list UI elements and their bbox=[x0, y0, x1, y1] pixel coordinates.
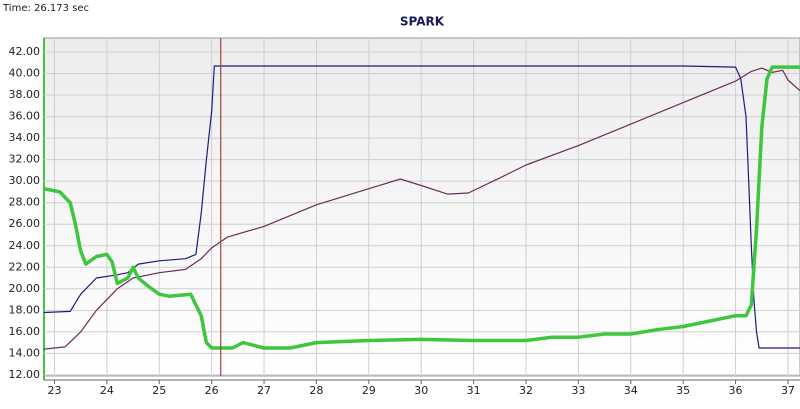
y-tick-label: 30.00 bbox=[9, 174, 41, 187]
x-tick-label: 29 bbox=[362, 384, 376, 397]
x-tick-label: 28 bbox=[309, 384, 323, 397]
series-line bbox=[43, 67, 800, 350]
plot-area bbox=[43, 37, 800, 377]
x-tick-label: 35 bbox=[676, 384, 690, 397]
x-tick-label: 27 bbox=[257, 384, 271, 397]
x-tick-label: 26 bbox=[205, 384, 219, 397]
series-line bbox=[43, 65, 800, 350]
x-tick-label: 36 bbox=[729, 384, 743, 397]
x-tick-label: 31 bbox=[467, 384, 481, 397]
y-tick-label: 34.00 bbox=[9, 131, 41, 144]
x-tick-label: 24 bbox=[100, 384, 114, 397]
y-tick-label: 28.00 bbox=[9, 196, 41, 209]
x-tick-label: 30 bbox=[414, 384, 428, 397]
cursor-time: Time: 26.173 sec bbox=[2, 3, 89, 14]
y-tick-label: 26.00 bbox=[9, 217, 41, 230]
series-line bbox=[43, 65, 800, 349]
y-tick-label: 32.00 bbox=[9, 153, 41, 166]
y-tick-label: 42.00 bbox=[9, 45, 41, 58]
x-tick-label: 34 bbox=[624, 384, 638, 397]
x-tick-label: 33 bbox=[571, 384, 585, 397]
y-tick-label: 16.00 bbox=[9, 325, 41, 338]
y-tick-label: 22.00 bbox=[9, 260, 41, 273]
y-tick-label: 24.00 bbox=[9, 239, 41, 252]
x-tick-label: 32 bbox=[519, 384, 533, 397]
chart-title: SPARK bbox=[400, 15, 445, 29]
y-tick-label: 36.00 bbox=[9, 110, 41, 123]
y-tick-label: 20.00 bbox=[9, 282, 41, 295]
y-tick-label: 38.00 bbox=[9, 88, 41, 101]
x-tick-label: 37 bbox=[781, 384, 795, 397]
y-tick-label: 40.00 bbox=[9, 67, 41, 80]
x-tick-label: 25 bbox=[152, 384, 166, 397]
y-tick-label: 14.00 bbox=[9, 346, 41, 359]
y-tick-label: 18.00 bbox=[9, 303, 41, 316]
x-tick-label: 23 bbox=[47, 384, 61, 397]
y-tick-label: 12.00 bbox=[9, 368, 41, 381]
